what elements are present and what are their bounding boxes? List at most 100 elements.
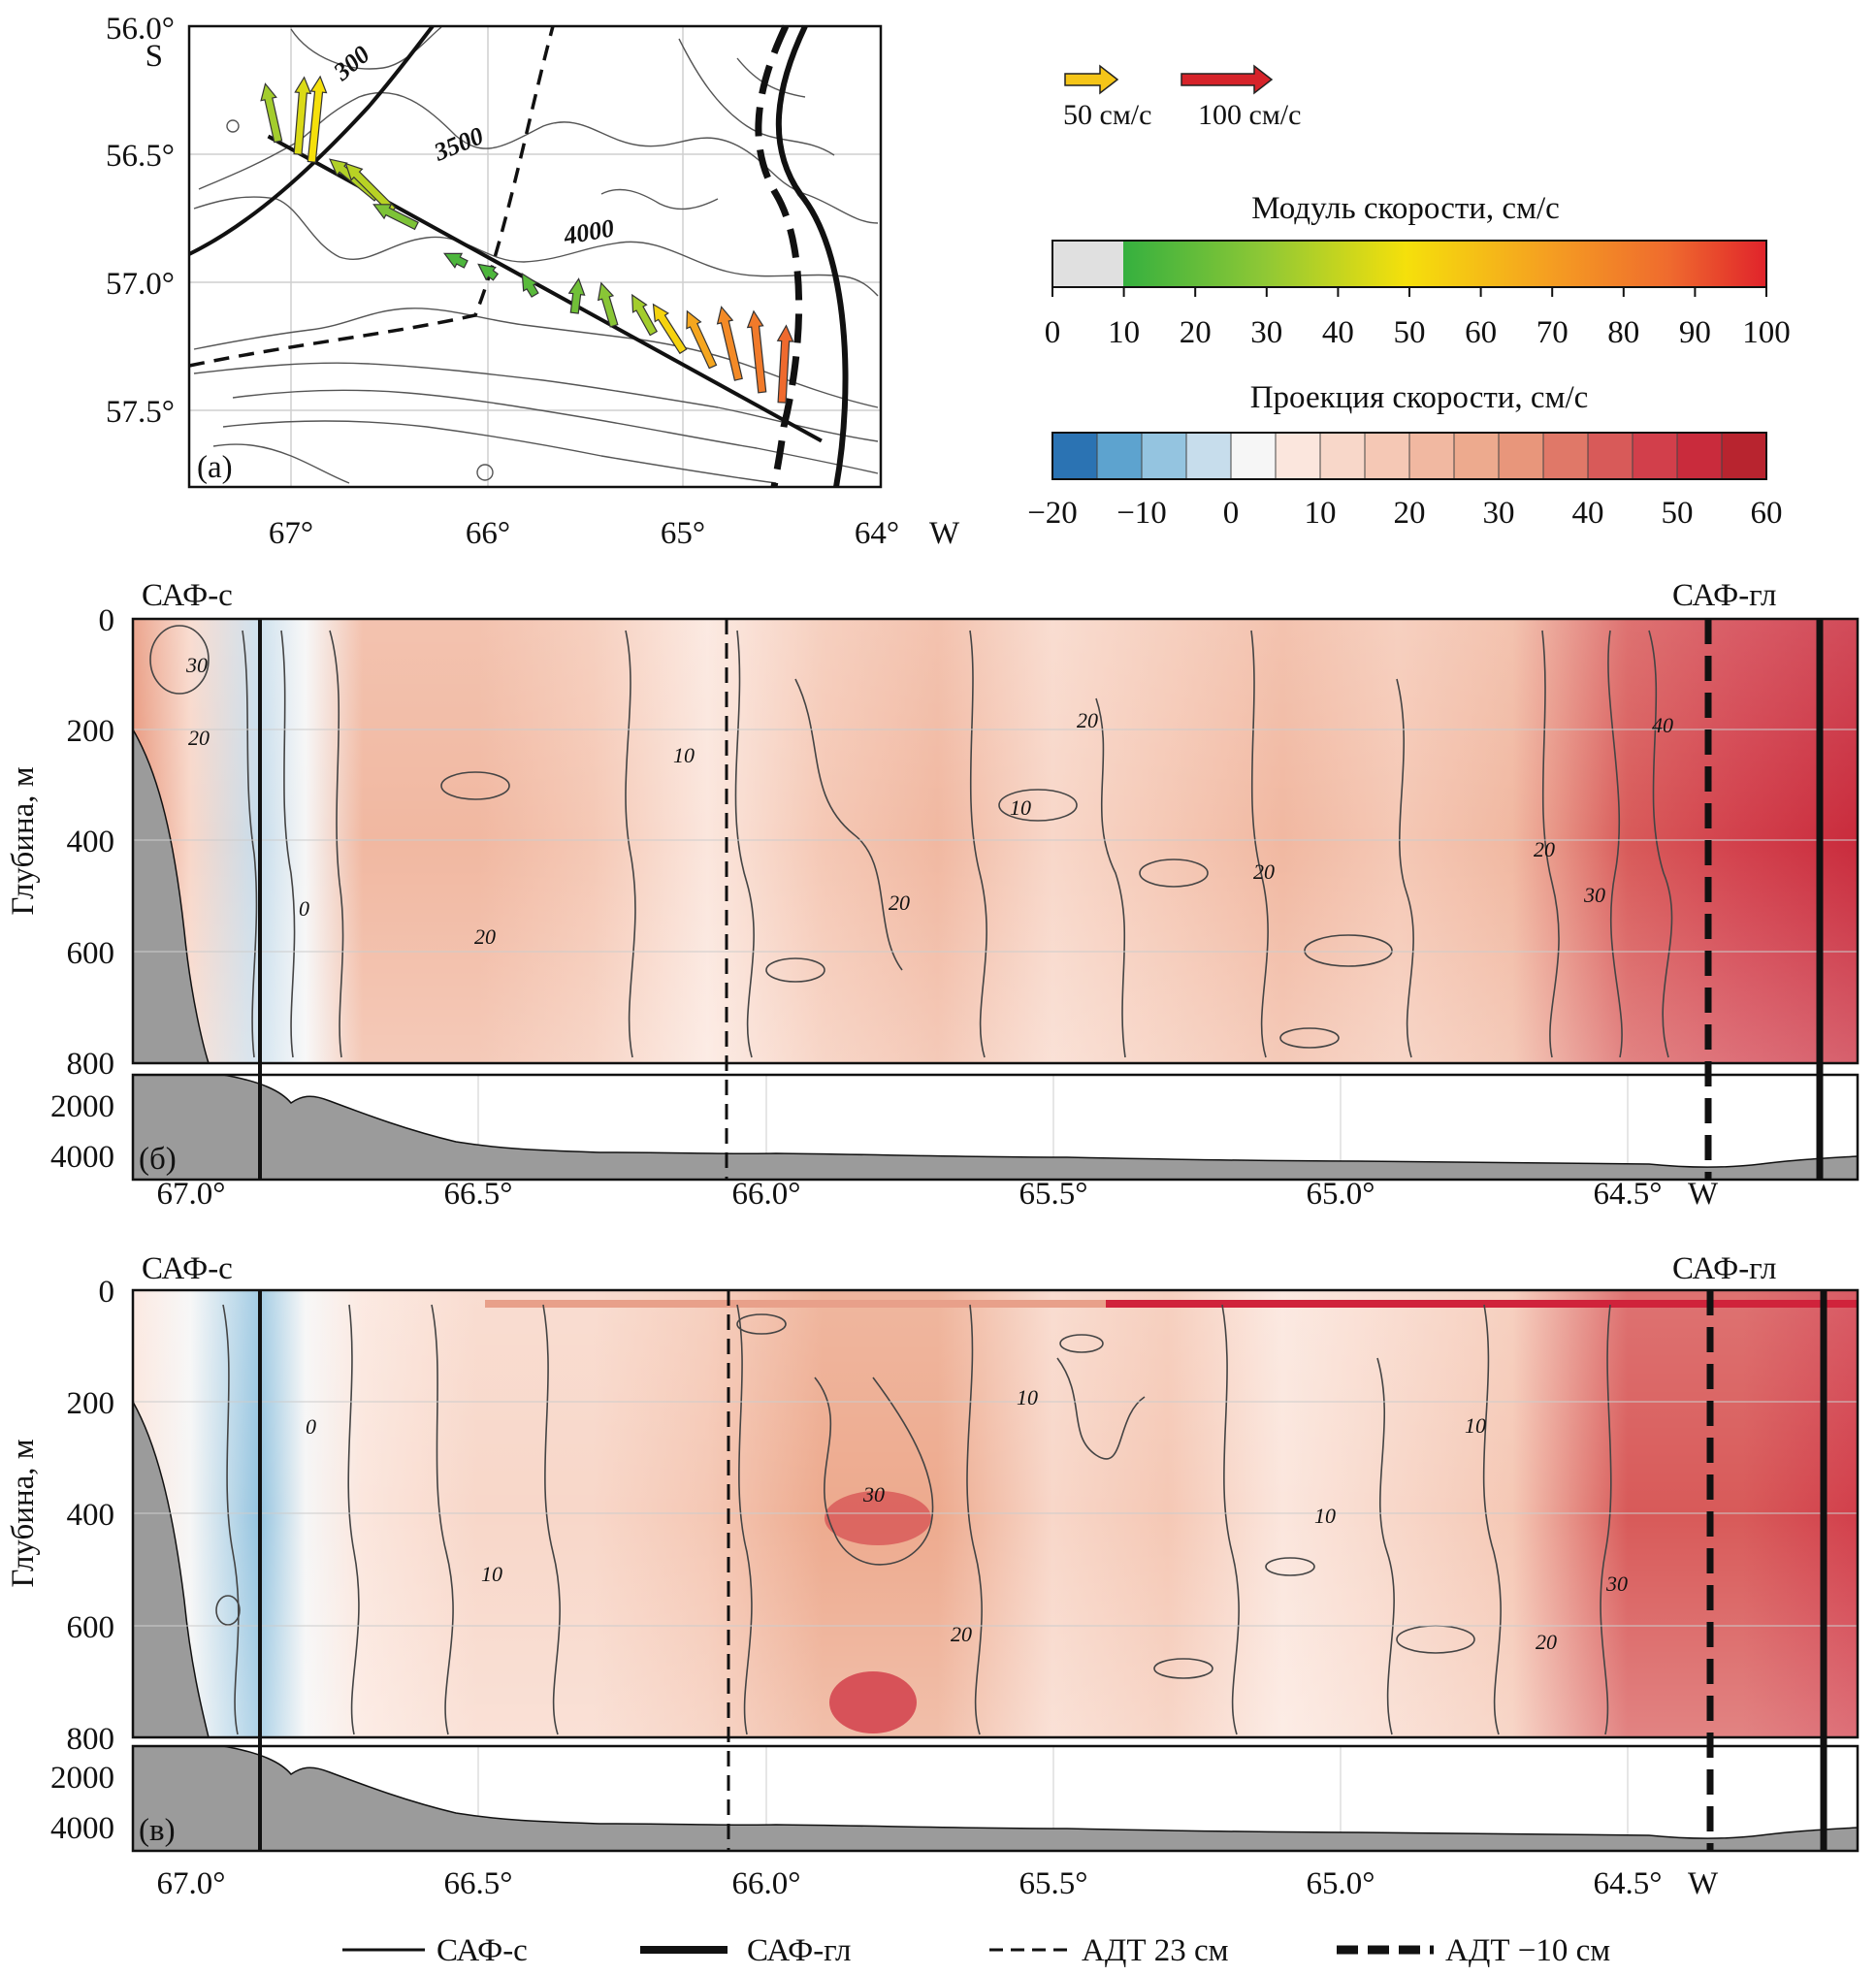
panel-b-contour-label-10a: 10 — [673, 743, 695, 767]
projection-cell-13 — [1632, 432, 1678, 480]
projection-cell-6 — [1319, 432, 1366, 480]
panel-b-shelf — [132, 727, 210, 1064]
projection-colorbar: Проекция скорости, см/с −20 −10 0 10 20 30 40 5… — [1027, 380, 1782, 531]
velocity-vector-13 — [686, 309, 718, 370]
velocity-vectors — [260, 75, 794, 404]
panel-c-lon-tick-64-5: 64.5° — [1594, 1866, 1663, 1901]
projection-tick-label-6: 40 — [1572, 496, 1604, 531]
lon-tick-65: 65° — [661, 516, 705, 551]
projection-colorbar-frame — [1051, 432, 1767, 480]
panel-b-contour-label-20d: 20 — [1077, 708, 1098, 732]
velocity-vector-8 — [521, 272, 539, 298]
lat-tick-56-0: 56.0° — [106, 12, 175, 47]
lat-unit: S — [146, 39, 163, 74]
legend-label-adt-minus10: АДТ −10 см — [1445, 1933, 1610, 1968]
lat-tick-56-5: 56.5° — [106, 139, 175, 174]
panel-c-contours — [215, 1304, 1612, 1735]
panel-c-depth-tick-200: 200 — [67, 1386, 115, 1421]
lat-tick-57-0: 57.0° — [106, 267, 175, 302]
panel-b-depth-tick-800: 800 — [67, 1047, 115, 1082]
panel-b-contour-label-10b: 10 — [1010, 795, 1031, 820]
panel-c-depth-tick-800: 800 — [67, 1722, 115, 1757]
projection-cell-15 — [1721, 432, 1767, 480]
projection-cell-7 — [1364, 432, 1410, 480]
panel-c-contour-label-30b: 30 — [1605, 1571, 1628, 1596]
velocity-vector-15 — [746, 309, 767, 394]
speed-tick-label-2: 20 — [1180, 315, 1212, 350]
projection-cell-11 — [1542, 432, 1589, 480]
panel-b-contour-label-20c: 20 — [889, 891, 910, 915]
scale-arrows: 50 см/с 100 см/с — [1063, 64, 1301, 131]
speed-tick-label-6: 60 — [1465, 315, 1497, 350]
projection-tick-label-7: 50 — [1662, 496, 1694, 531]
projection-tick-label-4: 20 — [1394, 496, 1426, 531]
speed-tick-label-10: 100 — [1742, 315, 1791, 350]
panel-c-ylabel: Глубина, м — [6, 1439, 41, 1587]
speed-colorbar-gradient — [1123, 241, 1766, 287]
projection-cell-8 — [1408, 432, 1455, 480]
projection-tick-label-8: 60 — [1751, 496, 1783, 531]
scale-arrow-50 — [1064, 64, 1119, 95]
lon-tick-66: 66° — [466, 516, 510, 551]
panel-c-lon-tick-66-0: 66.0° — [732, 1866, 801, 1901]
panel-b-bathy-frame — [131, 1073, 1860, 1182]
map-saf-main-line — [775, 24, 849, 488]
projection-cell-4 — [1230, 432, 1277, 480]
projection-tick-label-3: 10 — [1305, 496, 1337, 531]
projection-cell-12 — [1587, 432, 1633, 480]
speed-tick-label-5: 50 — [1394, 315, 1426, 350]
panel-label-c: (в) — [139, 1813, 176, 1848]
legend: САФ-с САФ-гл АДТ 23 см АДТ −10 см — [342, 1933, 1610, 1968]
panel-c-contour-label-10b: 10 — [1017, 1385, 1038, 1409]
panel-b-front-label-saf-n: САФ-с — [142, 578, 233, 613]
speed-tick-label-3: 30 — [1250, 315, 1282, 350]
map-lon-unit: W — [929, 516, 960, 551]
panel-b-depth-tick-600: 600 — [67, 936, 115, 971]
projection-tick-label-0: −20 — [1027, 496, 1078, 531]
speed-tick-label-7: 70 — [1536, 315, 1569, 350]
panel-c-contour-label-10d: 10 — [1465, 1413, 1486, 1438]
velocity-vector-5 — [372, 204, 419, 231]
map-adt-minus10-line — [755, 24, 803, 488]
panel-c-contour-label-20a: 20 — [951, 1622, 972, 1646]
panel-b-bathy-fill — [132, 1074, 1859, 1181]
projection-colorbar-title: Проекция скорости, см/с — [1250, 380, 1589, 415]
velocity-vector-11 — [631, 293, 659, 337]
panel-c-bathy-frame — [131, 1744, 1860, 1853]
velocity-vector-2 — [307, 75, 328, 163]
panel-c-surface-band-red — [1106, 1300, 1858, 1308]
speed-colorbar-gray — [1052, 241, 1123, 287]
legend-label-saf-n: САФ-с — [437, 1933, 528, 1968]
projection-cell-1 — [1096, 432, 1143, 480]
panel-c-front-label-saf-n: САФ-с — [142, 1251, 233, 1286]
panel-b-contour-label-30: 30 — [185, 653, 208, 677]
panel-b-ylabel: Глубина, м — [6, 766, 41, 915]
speed-tick-label-1: 10 — [1108, 315, 1140, 350]
legend-label-saf-main: САФ-гл — [747, 1933, 852, 1968]
panel-b-depth-tick-0: 0 — [99, 603, 115, 638]
panel-b-lon-unit: W — [1688, 1177, 1719, 1212]
panel-b-gridlines — [133, 729, 1858, 953]
panel-b-contour-label-20b: 20 — [474, 924, 496, 949]
lon-tick-64: 64° — [855, 516, 899, 551]
lon-tick-67: 67° — [269, 516, 313, 551]
scale-label-50: 50 см/с — [1063, 99, 1151, 131]
panel-b-contour-label-20a: 20 — [188, 726, 210, 750]
panel-c-lon-tick-65-5: 65.5° — [1019, 1866, 1088, 1901]
projection-cell-14 — [1676, 432, 1723, 480]
panel-c-gridlines — [133, 1401, 1858, 1627]
projection-cell-2 — [1141, 432, 1187, 480]
panel-c-contour-label-0: 0 — [306, 1414, 316, 1439]
panel-label-a: (a) — [197, 450, 233, 485]
panel-b-depth-tick-400: 400 — [67, 825, 115, 859]
panel-c-lon-tick-67-0: 67.0° — [157, 1866, 226, 1901]
panel-label-b: (б) — [139, 1142, 177, 1177]
panel-b-lon-tick-66-0: 66.0° — [732, 1177, 801, 1212]
scale-arrow-100 — [1181, 64, 1274, 95]
speed-tick-label-9: 90 — [1679, 315, 1711, 350]
map-saf-n-line — [188, 24, 435, 256]
map-frame — [187, 24, 883, 489]
velocity-vector-4 — [344, 162, 397, 214]
panel-a-map: 300 3500 4000 56.0° S 56.5° 57.0° 57.5° … — [106, 12, 960, 551]
velocity-vector-14 — [716, 306, 743, 381]
